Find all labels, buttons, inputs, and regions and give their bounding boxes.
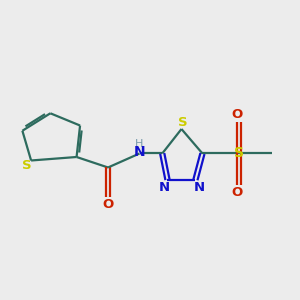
Text: O: O [102, 198, 114, 212]
Text: N: N [134, 145, 145, 159]
Text: S: S [234, 146, 244, 161]
Text: O: O [232, 108, 243, 121]
Text: O: O [232, 186, 243, 199]
Text: S: S [178, 116, 188, 128]
Text: N: N [158, 181, 169, 194]
Text: S: S [22, 159, 32, 172]
Text: H: H [135, 139, 144, 149]
Text: N: N [194, 181, 205, 194]
